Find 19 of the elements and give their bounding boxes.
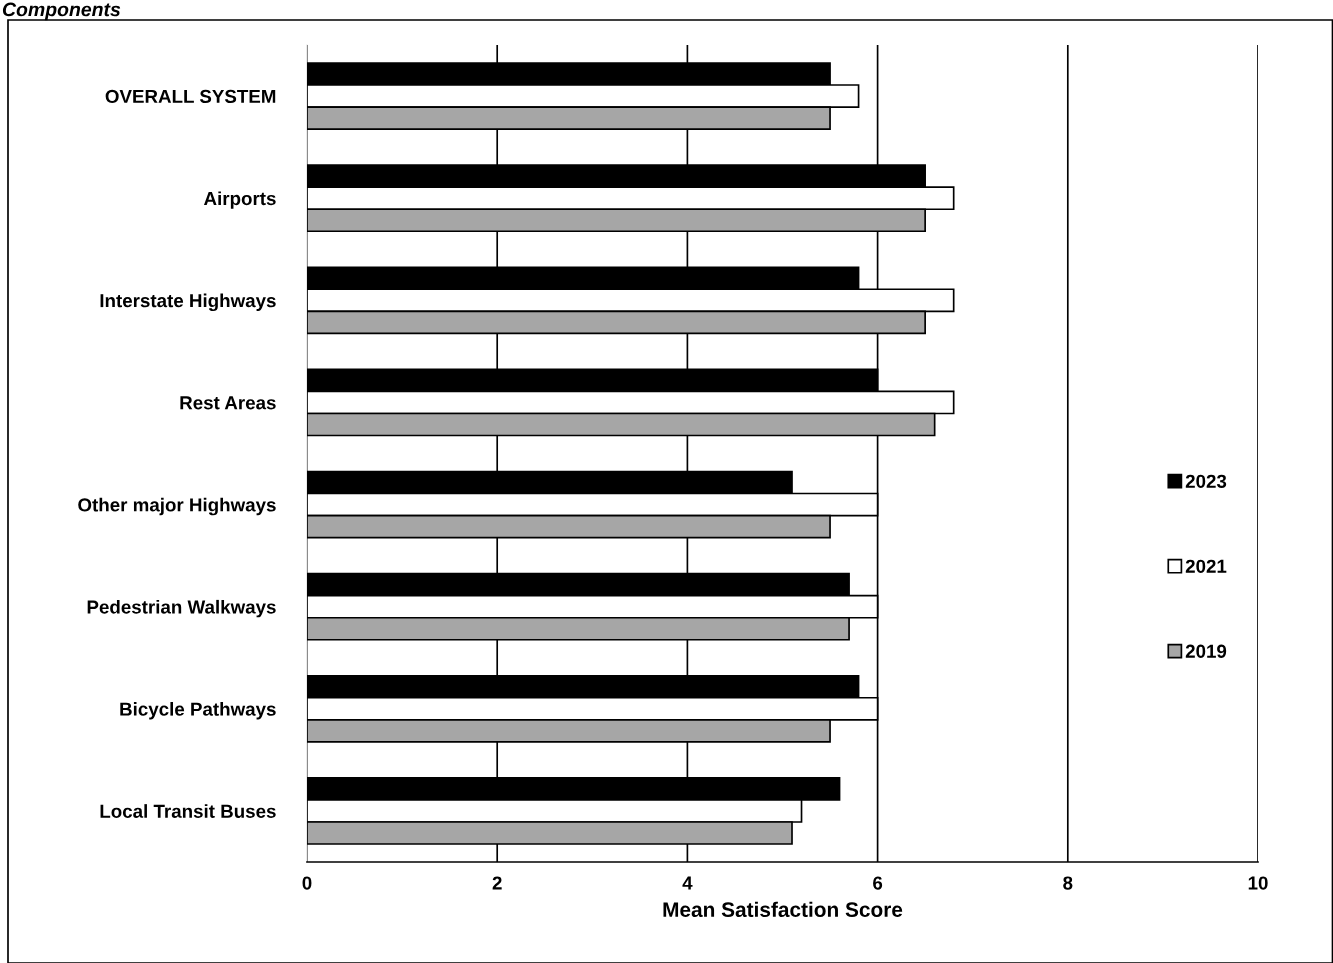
legend-label: 2021 xyxy=(1185,559,1227,573)
x-tick-label: 10 xyxy=(1248,876,1268,890)
y-tick-label: Other major Highways xyxy=(78,497,276,516)
legend-label: 2019 xyxy=(1185,644,1227,658)
y-tick-label: Bicycle Pathways xyxy=(120,702,276,720)
y-tick-label: Airports xyxy=(203,191,276,209)
x-tick-label: 2 xyxy=(492,876,502,890)
y-tick-label: Pedestrian Walkways xyxy=(87,599,276,618)
y-tick-label: Interstate Highways xyxy=(100,293,276,312)
y-tick-label: Local Transit Buses xyxy=(100,804,276,818)
x-axis-title: Mean Satisfaction Score xyxy=(663,901,903,917)
text: Components xyxy=(2,2,121,21)
x-tick-label: 4 xyxy=(682,876,693,890)
x-tick-label: 6 xyxy=(873,876,883,890)
x-tick-label: 8 xyxy=(1063,876,1073,890)
legend-label: 2023 xyxy=(1185,474,1227,488)
y-tick-label: Rest Areas xyxy=(180,396,276,410)
y-tick-label: OVERALL SYSTEM xyxy=(105,89,276,104)
x-tick-label: 0 xyxy=(302,876,312,890)
